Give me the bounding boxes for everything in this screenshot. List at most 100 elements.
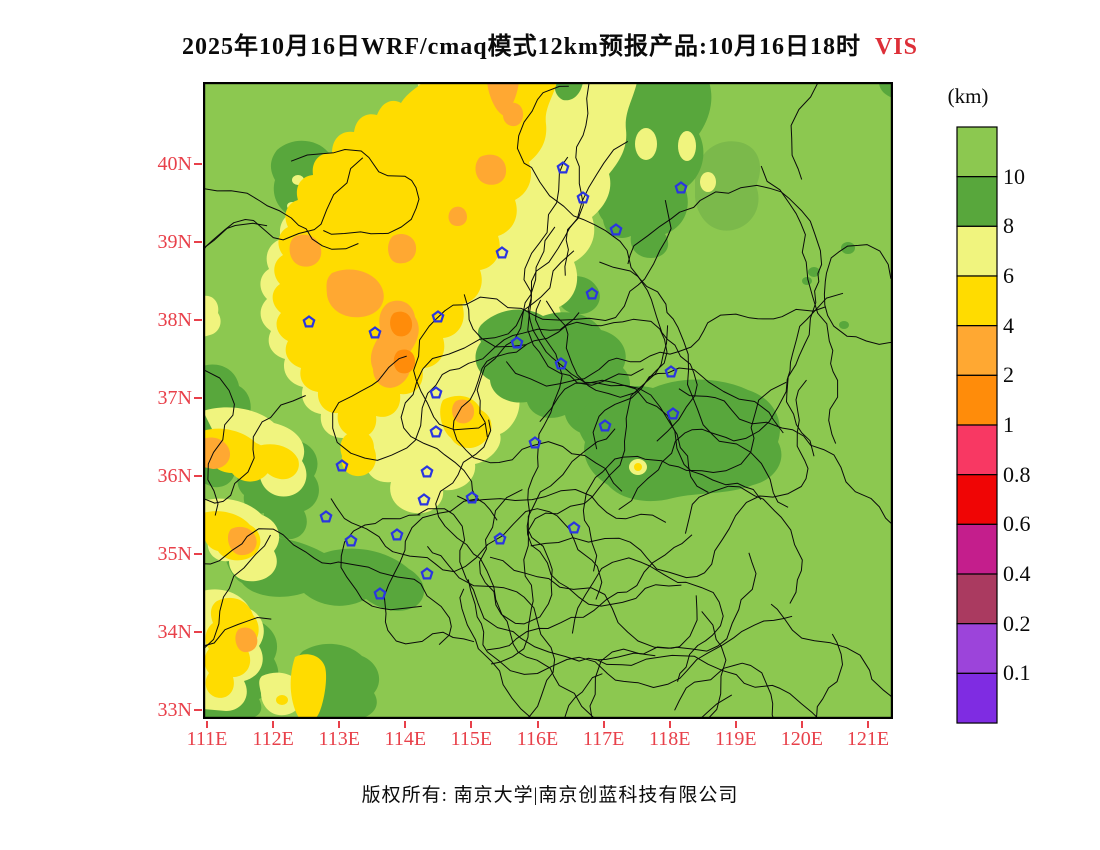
vis-region-o	[235, 627, 258, 653]
station-marker	[319, 510, 333, 523]
vis-region-dg	[841, 242, 855, 254]
station-marker	[666, 407, 680, 420]
vis-region-o	[388, 234, 417, 264]
legend-value-label: 0.1	[1003, 660, 1031, 686]
vis-region-y	[634, 463, 642, 471]
vis-region-o	[452, 399, 475, 424]
vis-region-dg	[839, 321, 849, 329]
vis-region-y	[257, 444, 299, 480]
visibility-contour-map	[203, 82, 893, 719]
station-marker	[344, 534, 358, 547]
vis-region-y	[276, 695, 288, 705]
legend-color-block	[956, 523, 998, 575]
station-marker	[429, 386, 443, 399]
legend-color-block	[956, 126, 998, 178]
lon-tick	[867, 721, 869, 728]
station-marker	[420, 567, 434, 580]
station-marker	[598, 419, 612, 432]
station-marker	[556, 161, 570, 174]
legend-value-label: 4	[1003, 312, 1014, 338]
legend-color-block	[956, 573, 998, 625]
lat-label: 34N	[157, 621, 192, 643]
lon-label: 116E	[516, 728, 559, 750]
lat-label: 40N	[157, 153, 192, 175]
vis-region-pale	[700, 172, 716, 192]
lon-label: 114E	[384, 728, 427, 750]
county-boundaries	[203, 82, 893, 719]
vis-region-pale	[635, 128, 657, 160]
lat-label: 36N	[157, 465, 192, 487]
station-marker	[429, 425, 443, 438]
title-variable-tag: VIS	[874, 34, 918, 60]
vis-region-o	[502, 102, 524, 127]
lat-tick	[194, 709, 202, 711]
vis-region-o	[475, 154, 507, 185]
map-layers	[203, 82, 893, 719]
lon-tick	[470, 721, 473, 728]
lon-tick	[602, 721, 605, 728]
vis-region-o	[289, 234, 322, 267]
legend-value-label: 1	[1003, 412, 1014, 438]
station-marker	[493, 532, 507, 545]
lon-tick	[536, 721, 539, 728]
lat-label: 35N	[157, 543, 192, 565]
vis-region-o	[487, 82, 519, 116]
station-marker	[373, 587, 387, 600]
station-marker	[335, 459, 349, 472]
vis-region-pale	[203, 295, 221, 337]
legend-color-block	[956, 424, 998, 476]
legend-color-block	[956, 374, 998, 426]
vis-region-dg	[802, 277, 812, 285]
vis-region-pale	[678, 131, 696, 161]
vis-region-dg	[808, 267, 820, 277]
lat-tick	[194, 553, 202, 555]
map-border	[203, 82, 893, 719]
station-marker	[609, 223, 623, 236]
lon-tick	[404, 721, 407, 728]
station-marker	[390, 528, 404, 541]
legend-value-label: 0.6	[1003, 511, 1031, 537]
station-marker	[554, 357, 568, 370]
page-title: 2025年10月16日WRF/cmaq模式12km预报产品:10月16日18时 V…	[0, 26, 1100, 61]
legend-value-label: 0.8	[1003, 461, 1031, 487]
lon-label: 115E	[450, 728, 493, 750]
lon-label: 121E	[846, 728, 890, 750]
lat-label: 33N	[157, 699, 192, 721]
copyright-footer: 版权所有: 南京大学|南京创蓝科技有限公司	[361, 785, 739, 806]
lon-tick	[272, 721, 275, 728]
lat-tick	[194, 397, 202, 399]
legend-color-block	[956, 325, 998, 376]
lon-tick	[668, 721, 671, 728]
vis-region-do	[393, 349, 416, 374]
lon-label: 111E	[186, 728, 228, 750]
station-marker	[302, 315, 316, 328]
lat-tick	[194, 475, 202, 477]
vis-region-dg	[879, 82, 893, 98]
lon-label: 113E	[318, 728, 360, 750]
legend-value-label: 10	[1003, 163, 1025, 189]
legend-value-label: 0.4	[1003, 561, 1031, 587]
station-marker	[510, 336, 524, 349]
vis-region-mg	[695, 141, 761, 231]
legend-value-label: 6	[1003, 263, 1014, 288]
lon-tick	[800, 721, 803, 728]
lat-label: 37N	[157, 387, 192, 409]
vis-region-y	[204, 597, 259, 698]
station-marker	[495, 246, 509, 259]
vis-region-dg	[577, 379, 782, 502]
legend-color-block	[956, 176, 998, 227]
station-markers	[302, 161, 688, 600]
vis-region-o	[326, 269, 384, 318]
lat-label: 38N	[157, 309, 192, 331]
lat-label: 39N	[157, 231, 192, 253]
lon-label: 112E	[252, 728, 294, 750]
station-marker	[664, 365, 678, 378]
legend-value-label: 8	[1003, 213, 1014, 239]
lon-tick	[206, 721, 208, 728]
forecast-map	[203, 82, 893, 719]
station-marker	[420, 465, 434, 478]
station-marker	[674, 181, 688, 194]
lon-tick	[734, 721, 737, 728]
lat-tick	[194, 631, 202, 633]
